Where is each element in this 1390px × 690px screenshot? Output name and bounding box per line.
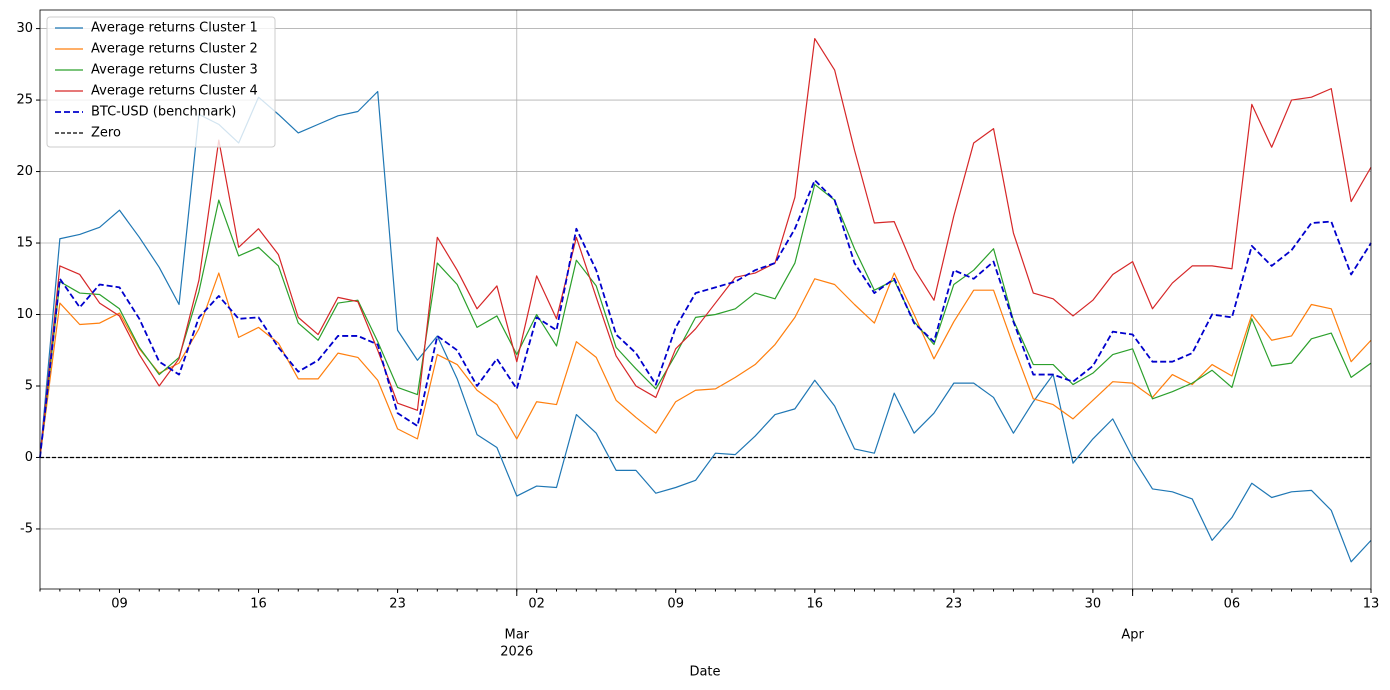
x-tick-label: 23 xyxy=(946,597,963,612)
legend-label: Average returns Cluster 1 xyxy=(91,21,258,36)
plot-frame xyxy=(39,9,1372,590)
legend-label: BTC-USD (benchmark) xyxy=(91,105,236,120)
x-tick-label: 30 xyxy=(1085,597,1102,612)
y-tick-label: 20 xyxy=(16,164,33,179)
legend-label: Average returns Cluster 4 xyxy=(91,84,258,99)
series-line xyxy=(39,37,1372,458)
legend-label: Zero xyxy=(91,126,121,141)
y-tick-label: 10 xyxy=(16,307,33,322)
series-line xyxy=(39,179,1372,458)
x-tick-label: 06 xyxy=(1224,597,1241,612)
x-major-label: Mar xyxy=(505,628,530,643)
y-tick-label: -5 xyxy=(20,521,33,536)
x-tick-label: 09 xyxy=(111,597,128,612)
series-line xyxy=(39,272,1372,458)
series-line xyxy=(39,183,1372,458)
x-major-sublabel: 2026 xyxy=(500,645,533,660)
y-tick-label: 30 xyxy=(16,21,33,36)
x-tick-label: 16 xyxy=(806,597,823,612)
legend: Average returns Cluster 1 Average returns… xyxy=(46,16,276,148)
y-tick-label: 25 xyxy=(16,93,33,108)
x-tick-label: 13 xyxy=(1363,597,1380,612)
legend-label: Average returns Cluster 2 xyxy=(91,42,258,57)
x-tick-label: 09 xyxy=(667,597,684,612)
x-tick-label: 23 xyxy=(389,597,406,612)
y-tick-label: 0 xyxy=(25,450,33,465)
x-tick-label: 02 xyxy=(528,597,545,612)
x-tick-label: 16 xyxy=(250,597,267,612)
legend-box xyxy=(46,16,276,148)
legend-label: Average returns Cluster 3 xyxy=(91,63,258,78)
y-tick-label: 15 xyxy=(16,236,33,251)
y-tick-label: 5 xyxy=(25,378,33,393)
x-major-label: Apr xyxy=(1121,628,1144,643)
series-line xyxy=(39,90,1372,563)
x-axis-label: Date xyxy=(689,665,720,680)
